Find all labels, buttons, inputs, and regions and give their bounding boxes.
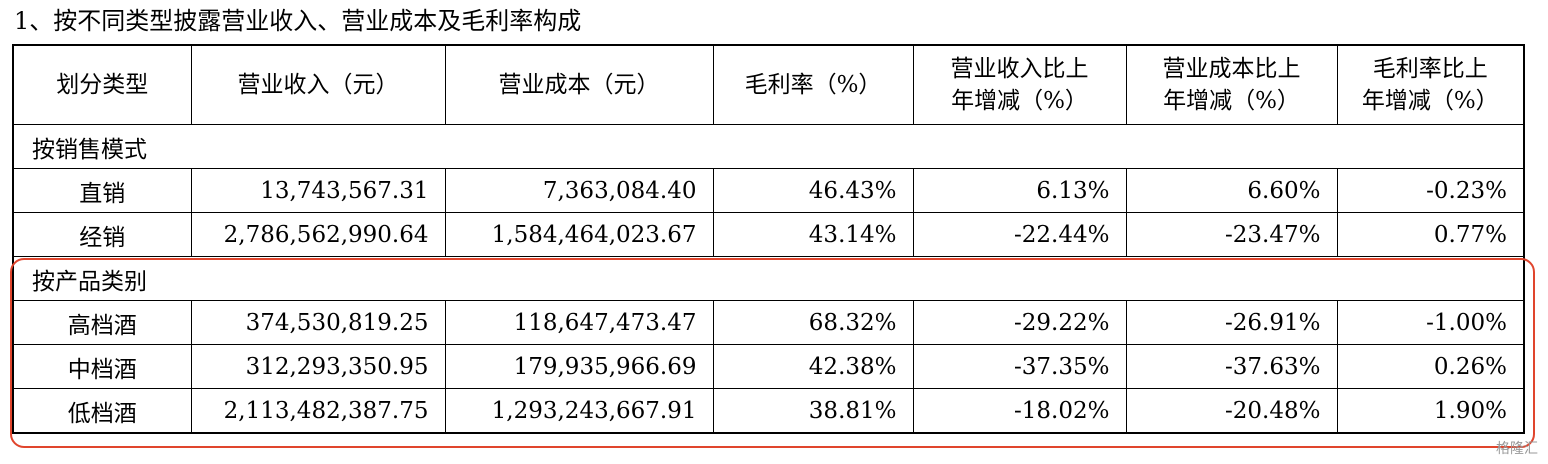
number-cell: 43.14% bbox=[712, 212, 914, 257]
number-cell: -0.23% bbox=[1336, 168, 1525, 213]
header-cell: 营业成本（元） bbox=[444, 44, 714, 125]
header-cell: 划分类型 bbox=[12, 44, 192, 125]
number-cell: 42.38% bbox=[712, 344, 914, 389]
section-row: 按销售模式 bbox=[12, 124, 1525, 169]
data-row: 经销 2,786,562,990.64 1,584,464,023.67 43.14%… bbox=[12, 212, 1525, 257]
number-cell: 1.90% bbox=[1336, 388, 1525, 434]
header-cell: 营业收入（元） bbox=[190, 44, 446, 125]
number-cell: 68.32% bbox=[712, 300, 914, 345]
header-cell: 毛利率比上年增减（%） bbox=[1336, 44, 1525, 125]
row-label: 直销 bbox=[12, 168, 192, 213]
header-line: 营业收入比上 bbox=[950, 56, 1089, 82]
section-row: 按产品类别 bbox=[12, 256, 1525, 301]
header-line: 划分类型 bbox=[56, 72, 149, 98]
section-label: 按产品类别 bbox=[12, 256, 1525, 301]
row-label: 低档酒 bbox=[12, 388, 192, 434]
number-cell: -37.35% bbox=[912, 344, 1127, 389]
number-cell: 312,293,350.95 bbox=[190, 344, 446, 389]
number-cell: 374,530,819.25 bbox=[190, 300, 446, 345]
number-cell: 1,584,464,023.67 bbox=[444, 212, 714, 257]
row-label: 高档酒 bbox=[12, 300, 192, 345]
number-cell: -37.63% bbox=[1125, 344, 1338, 389]
number-cell: -26.91% bbox=[1125, 300, 1338, 345]
header-row: 划分类型 营业收入（元） 营业成本（元） 毛利率（%） 营业收入比上 年增减（%） 营业成本… bbox=[12, 44, 1525, 125]
row-label: 经销 bbox=[12, 212, 192, 257]
number-cell: 6.60% bbox=[1125, 168, 1338, 213]
table-body: 按销售模式 直销 13,743,567.31 7,363,084.40 46.43% 6.… bbox=[12, 124, 1525, 434]
number-cell: 2,786,562,990.64 bbox=[190, 212, 446, 257]
number-cell: -22.44% bbox=[912, 212, 1127, 257]
data-row: 直销 13,743,567.31 7,363,084.40 46.43% 6.13% 6.… bbox=[12, 168, 1525, 213]
header-line: 营业成本（元） bbox=[498, 72, 660, 98]
data-row: 中档酒 312,293,350.95 179,935,966.69 42.38% -37… bbox=[12, 344, 1525, 389]
number-cell: 118,647,473.47 bbox=[444, 300, 714, 345]
number-cell: 0.77% bbox=[1336, 212, 1525, 257]
highlight-box bbox=[10, 257, 1535, 448]
number-cell: 46.43% bbox=[712, 168, 914, 213]
header-line: 年增减（%） bbox=[1163, 88, 1300, 114]
section-label: 按销售模式 bbox=[12, 124, 1525, 169]
header-line: 毛利率（%） bbox=[744, 72, 882, 98]
row-label: 中档酒 bbox=[12, 344, 192, 389]
number-cell: 0.26% bbox=[1336, 344, 1525, 389]
number-cell: 38.81% bbox=[712, 388, 914, 434]
number-cell: -20.48% bbox=[1125, 388, 1338, 434]
header-line: 毛利率比上 bbox=[1372, 56, 1488, 82]
header-cell: 营业成本比上 年增减（%） bbox=[1125, 44, 1338, 125]
number-cell: 13,743,567.31 bbox=[190, 168, 446, 213]
header-cell: 毛利率（%） bbox=[712, 44, 914, 125]
number-cell: 179,935,966.69 bbox=[444, 344, 714, 389]
header-cell: 营业收入比上 年增减（%） bbox=[912, 44, 1127, 125]
header-line: 营业成本比上 bbox=[1162, 56, 1301, 82]
number-cell: 6.13% bbox=[912, 168, 1127, 213]
data-row: 低档酒 2,113,482,387.75 1,293,243,667.91 38.81… bbox=[12, 388, 1525, 434]
number-cell: -1.00% bbox=[1336, 300, 1525, 345]
data-table: 划分类型 营业收入（元） 营业成本（元） 毛利率（%） 营业收入比上 年增减（%） 营业成本… bbox=[12, 44, 1525, 434]
header-line: 年增减（%） bbox=[951, 88, 1088, 114]
number-cell: 2,113,482,387.75 bbox=[190, 388, 446, 434]
title: 1、按不同类型披露营业收入、营业成本及毛利率构成 bbox=[14, 7, 582, 35]
header-line: 营业收入（元） bbox=[237, 72, 399, 98]
number-cell: -29.22% bbox=[912, 300, 1127, 345]
number-cell: 7,363,084.40 bbox=[444, 168, 714, 213]
number-cell: -23.47% bbox=[1125, 212, 1338, 257]
number-cell: 1,293,243,667.91 bbox=[444, 388, 714, 434]
watermark: 格隆汇 bbox=[1496, 441, 1538, 457]
header-line: 年增减（%） bbox=[1361, 88, 1499, 114]
number-cell: -18.02% bbox=[912, 388, 1127, 434]
data-row: 高档酒 374,530,819.25 118,647,473.47 68.32% -29… bbox=[12, 300, 1525, 345]
